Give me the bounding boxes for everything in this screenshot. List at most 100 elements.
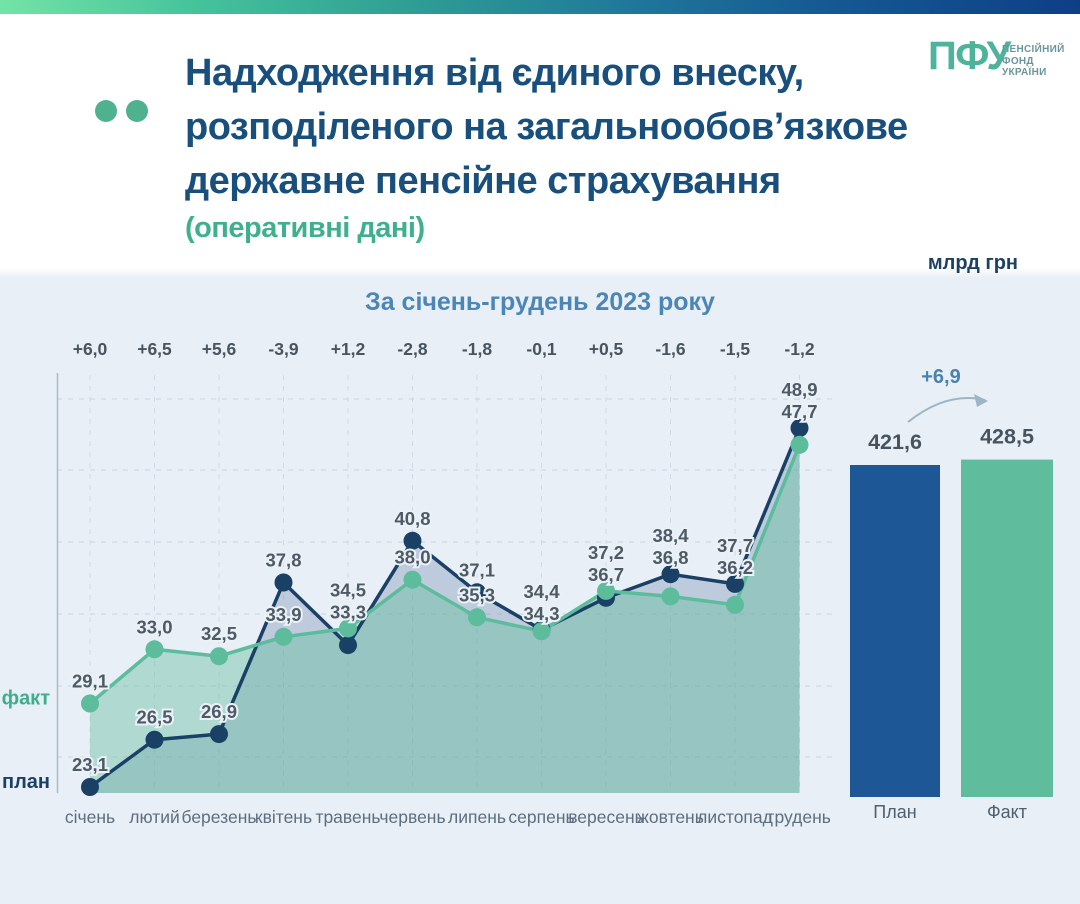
value-label: 38,4 xyxy=(652,525,689,546)
bullet-dot-icon xyxy=(95,100,117,122)
plan-data-point xyxy=(403,531,422,550)
delta-value: -1,5 xyxy=(719,339,751,359)
value-label: 32,5 xyxy=(201,623,237,644)
month-label: липень xyxy=(448,807,506,827)
fact-data-point xyxy=(210,647,228,666)
total-bar-label: План xyxy=(873,802,916,822)
delta-value: +1,2 xyxy=(330,339,366,359)
value-label: 34,3 xyxy=(523,603,559,624)
month-label: серпень xyxy=(508,807,574,827)
plan-data-point xyxy=(339,636,357,655)
page-title-line1: Надходження від єдиного внеску, xyxy=(185,52,804,94)
month-label: червень xyxy=(379,807,445,827)
fact-data-point xyxy=(274,627,293,646)
revenue-chart-svg: 23,1 29,1 26,5 33,0 26,9 32,5 37,8 33,9 34,533,3… xyxy=(2,366,1053,827)
fact-data-point xyxy=(468,608,486,627)
fact-data-point xyxy=(403,570,422,589)
month-label: березень xyxy=(182,807,257,827)
fact-data-point xyxy=(339,619,357,638)
fact-area-fill xyxy=(90,444,800,793)
gradient-top-bar xyxy=(0,0,1080,14)
value-label: 23,1 xyxy=(72,754,108,775)
legend-plan: план xyxy=(2,771,50,793)
value-label: 29,1 xyxy=(72,671,108,692)
total-value-label: 428,5 xyxy=(980,425,1034,449)
plan-data-point xyxy=(468,583,486,602)
value-label: 34,5 xyxy=(330,579,366,600)
value-label: 33,0 xyxy=(136,616,172,637)
plan-data-point xyxy=(274,573,293,592)
month-label: травень xyxy=(315,807,380,827)
fact-data-point xyxy=(597,581,615,600)
chart-area: 23,1 29,1 26,5 33,0 26,9 32,5 37,8 33,9 34,5 33,3… xyxy=(0,365,1080,843)
plan-data-point xyxy=(210,725,228,744)
delta-value: -1,8 xyxy=(461,339,493,359)
pfu-logo: ПФУ ПЕНСІЙНИЙ ФОНД УКРАЇНИ xyxy=(928,34,1064,78)
fact-line xyxy=(88,444,802,705)
value-label: 47,7 xyxy=(781,401,817,422)
fact-data-point xyxy=(532,622,551,641)
delta-value: +6,0 xyxy=(72,339,108,359)
fact-data-point xyxy=(661,587,680,606)
pfu-logo-abbr: ПФУ xyxy=(928,34,1011,78)
plan-data-point xyxy=(726,574,744,593)
fact-data-point xyxy=(790,435,809,454)
value-label: 36,7 xyxy=(588,564,624,585)
delta-value: +5,6 xyxy=(201,339,237,359)
total-bar-план xyxy=(850,465,940,797)
value-label: 37,1 xyxy=(459,559,495,580)
delta-value: +0,5 xyxy=(588,339,624,359)
units-label: млрд грн xyxy=(927,252,1018,274)
month-label: грудень xyxy=(768,807,831,827)
page-title: Надходження від єдиного внеску, розподіл… xyxy=(185,46,1015,208)
delta-value: -2,8 xyxy=(397,339,428,359)
value-label: 37,8 xyxy=(265,550,301,571)
value-label: 37,2 xyxy=(588,542,624,563)
total-value-label: 421,6 xyxy=(868,430,922,454)
month-label: лютий xyxy=(129,807,180,827)
month-label: жовтень xyxy=(637,807,704,827)
plan-area-fill xyxy=(90,428,800,793)
title-bullet-dots xyxy=(95,100,155,124)
fact-data-point xyxy=(81,694,99,713)
plan-data-point xyxy=(145,730,164,749)
month-label: квітень xyxy=(255,807,312,827)
total-delta-label: +6,9 xyxy=(921,366,960,388)
legend-fact: факт xyxy=(2,688,51,710)
plan-data-point xyxy=(661,565,680,584)
value-label: 37,7 xyxy=(717,535,753,556)
bullet-dot-icon xyxy=(126,100,148,122)
fact-data-point xyxy=(726,595,744,614)
delta-value: -1,6 xyxy=(655,339,686,359)
plan-data-point xyxy=(81,778,99,796)
delta-value: -3,9 xyxy=(268,339,299,359)
operational-data-note: (оперативні дані) xyxy=(185,212,425,244)
value-label: 26,5 xyxy=(136,707,172,728)
total-bar-факт xyxy=(961,459,1053,797)
total-bar-label: Факт xyxy=(987,802,1027,822)
value-label: 33,9 xyxy=(265,604,301,625)
value-label: 36,2 xyxy=(717,557,753,578)
page-title-line2: розподіленого на загальнообов’язкове xyxy=(185,106,908,148)
value-label: 36,8 xyxy=(652,547,688,568)
page-title-line3: державне пенсійне страхування xyxy=(185,160,781,202)
value-label: 48,9 xyxy=(781,379,817,400)
delta-value: +6,5 xyxy=(137,339,172,359)
value-label: 33,3 xyxy=(330,601,366,622)
month-label: січень xyxy=(65,807,115,827)
value-label: 26,9 xyxy=(201,701,237,722)
plan-data-point xyxy=(790,419,809,438)
plan-line xyxy=(88,427,802,789)
value-label: 35,3 xyxy=(459,584,495,605)
delta-value: -1,2 xyxy=(784,339,815,359)
month-label: вересень xyxy=(568,807,644,827)
value-label: 38,0 xyxy=(394,547,430,568)
monthly-delta-row: +6,0 +6,5 +5,6 -3,9 +1,2 -2,8 -1,8 -0,1 +0,5 -1,6… xyxy=(0,339,1080,361)
pfu-logo-tagline: ПЕНСІЙНИЙ ФОНД УКРАЇНИ xyxy=(1002,44,1065,78)
delta-arrow xyxy=(907,397,986,423)
delta-arrowhead-icon xyxy=(974,394,988,407)
value-label: 40,8 xyxy=(394,508,430,529)
month-label: листопад xyxy=(697,807,773,827)
chart-title: За січень-грудень 2023 року xyxy=(365,288,715,316)
